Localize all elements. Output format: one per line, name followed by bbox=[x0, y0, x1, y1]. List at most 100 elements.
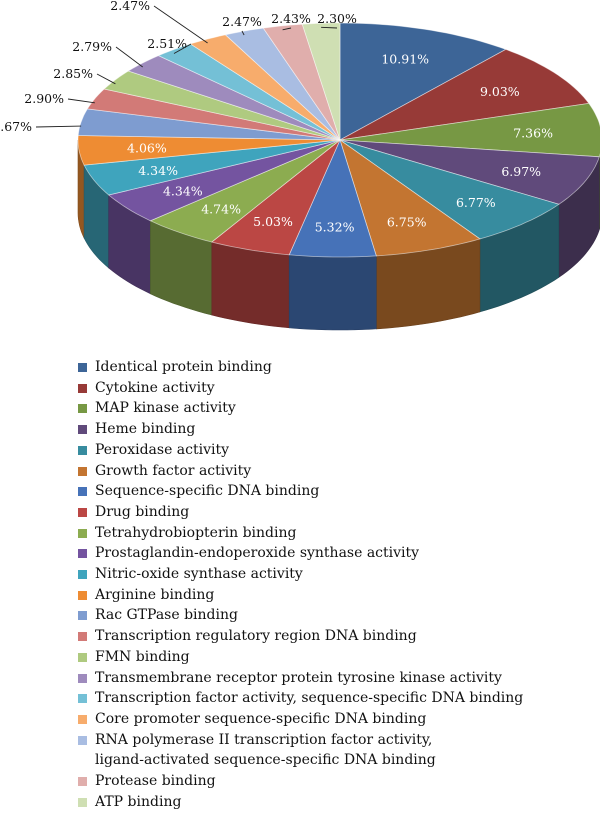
legend-label: Drug binding bbox=[95, 503, 190, 520]
value-label-4: 6.97% bbox=[501, 164, 541, 179]
legend-label: Rac GTPase binding bbox=[95, 607, 238, 624]
value-label-16: 2.79% bbox=[72, 39, 112, 54]
pie-chart-3d: 10.91% 9.03% 7.36% 6.97% 6.77% 6.75% 5.32% 5.03… bbox=[0, 0, 600, 331]
legend-label: Protease binding bbox=[95, 773, 216, 790]
legend-label: Identical protein binding bbox=[95, 359, 272, 375]
legend-item: Nitric-oxide synthase activity bbox=[78, 564, 523, 585]
legend-label: MAP kinase activity bbox=[95, 400, 236, 417]
value-label-8: 5.03% bbox=[253, 214, 293, 229]
leader-line-17 bbox=[173, 43, 192, 54]
legend-item: Tetrahydrobiopterin binding bbox=[78, 523, 523, 544]
legend-swatch bbox=[78, 590, 87, 600]
legend-label: Growth factor activity bbox=[95, 462, 252, 479]
pie-slice-18 bbox=[189, 34, 341, 141]
value-label-21: 2.30% bbox=[317, 11, 357, 26]
value-label-9: 4.74% bbox=[201, 201, 241, 216]
legend-label: Cytokine activity bbox=[95, 379, 215, 396]
legend-label: ATP binding bbox=[95, 793, 182, 810]
leader-line-20 bbox=[282, 27, 292, 31]
legend-label: Nitric-oxide synthase activity bbox=[95, 566, 303, 583]
legend-swatch bbox=[78, 507, 87, 517]
legend-label: Core promoter sequence-specific DNA bind… bbox=[95, 710, 427, 727]
legend-label: FMN binding bbox=[95, 648, 190, 665]
leader-line-15 bbox=[96, 73, 116, 85]
pie-slice-21 bbox=[301, 22, 341, 141]
pie-slice-12 bbox=[77, 135, 341, 166]
value-label-7: 5.32% bbox=[315, 220, 355, 235]
pie-slice-17 bbox=[157, 43, 341, 141]
legend-swatch bbox=[78, 797, 87, 807]
legend-swatch bbox=[78, 632, 87, 642]
legend-item: ATP binding bbox=[78, 792, 523, 813]
value-label-15: 2.85% bbox=[53, 66, 93, 81]
legend-label: Peroxidase activity bbox=[95, 441, 230, 458]
pie-slice-2 bbox=[339, 48, 590, 141]
legend-label: Prostaglandin-endoperoxide synthase acti… bbox=[95, 545, 420, 562]
legend-item: Peroxidase activity bbox=[78, 440, 523, 461]
value-labels: 10.91% 9.03% 7.36% 6.97% 6.77% 6.75% 5.32% 5.03… bbox=[0, 0, 553, 235]
legend-swatch bbox=[78, 383, 87, 393]
value-label-1: 10.91% bbox=[381, 52, 429, 67]
leader-lines bbox=[35, 5, 338, 128]
legend-swatch bbox=[78, 735, 87, 745]
pie-slice-1 bbox=[339, 22, 507, 141]
pie-sides bbox=[77, 139, 600, 331]
legend-swatch bbox=[78, 611, 87, 621]
legend-item: Prostaglandin-endoperoxide synthase acti… bbox=[78, 543, 523, 564]
legend-item: Arginine binding bbox=[78, 585, 523, 606]
legend-swatch bbox=[78, 445, 87, 455]
chart-legend: Identical protein binding Cytokine activi… bbox=[78, 357, 523, 812]
legend-swatch bbox=[78, 570, 87, 580]
value-label-14: 2.90% bbox=[24, 91, 64, 106]
legend-item: Core promoter sequence-specific DNA bind… bbox=[78, 709, 523, 730]
legend-label: Transcription regulatory region DNA bind… bbox=[95, 628, 417, 645]
legend-swatch bbox=[78, 694, 87, 704]
legend-swatch bbox=[78, 404, 87, 414]
pie-slice-15 bbox=[103, 70, 341, 141]
value-label-13: 3.67% bbox=[0, 119, 32, 134]
leader-line-14 bbox=[67, 98, 95, 104]
value-label-19: 2.47% bbox=[222, 14, 262, 29]
legend-item: Heme binding bbox=[78, 419, 523, 440]
legend-item: RNA polymerase II transcription factor a… bbox=[78, 730, 523, 771]
legend-label: Sequence-specific DNA binding bbox=[95, 483, 320, 500]
leader-line-21 bbox=[321, 26, 338, 29]
pie-slice-19 bbox=[224, 27, 341, 141]
leader-line-19 bbox=[241, 30, 245, 36]
value-label-17: 2.51% bbox=[147, 36, 187, 51]
value-label-18: 2.47% bbox=[110, 0, 150, 13]
legend-item: Sequence-specific DNA binding bbox=[78, 481, 523, 502]
pie-slice-14 bbox=[86, 88, 341, 141]
pie-slice-8 bbox=[210, 139, 341, 256]
pie-side-7 bbox=[288, 254, 377, 331]
legend-swatch bbox=[78, 487, 87, 497]
legend-item: Transcription regulatory region DNA bind… bbox=[78, 626, 523, 647]
legend-swatch bbox=[78, 528, 87, 538]
legend-swatch bbox=[78, 652, 87, 662]
legend-swatch bbox=[78, 714, 87, 724]
legend-item: Growth factor activity bbox=[78, 461, 523, 482]
value-label-11: 4.34% bbox=[138, 163, 178, 178]
value-label-6: 6.75% bbox=[387, 214, 427, 229]
leader-line-16 bbox=[115, 46, 143, 68]
pie-slice-11 bbox=[83, 139, 341, 196]
pie-slice-4 bbox=[339, 139, 600, 205]
legend-item: FMN binding bbox=[78, 647, 523, 668]
legend-label: Transmembrane receptor protein tyrosine … bbox=[95, 669, 502, 686]
value-label-5: 6.77% bbox=[456, 195, 496, 210]
legend-label: Heme binding bbox=[95, 421, 196, 438]
leader-line-13 bbox=[35, 125, 82, 128]
legend-swatch bbox=[78, 466, 87, 476]
legend-item: Identical protein binding bbox=[78, 357, 523, 378]
legend-label: RNA polymerase II transcription factor a… bbox=[95, 731, 436, 769]
legend-label: Tetrahydrobiopterin binding bbox=[95, 524, 297, 541]
pie-slice-3 bbox=[339, 102, 600, 158]
legend-swatch bbox=[78, 363, 87, 372]
pie-slice-5 bbox=[339, 139, 560, 240]
value-label-20: 2.43% bbox=[271, 11, 311, 26]
legend-item: Protease binding bbox=[78, 771, 523, 792]
legend-swatch bbox=[78, 549, 87, 559]
pie-slice-9 bbox=[149, 139, 341, 243]
legend-item: MAP kinase activity bbox=[78, 398, 523, 419]
